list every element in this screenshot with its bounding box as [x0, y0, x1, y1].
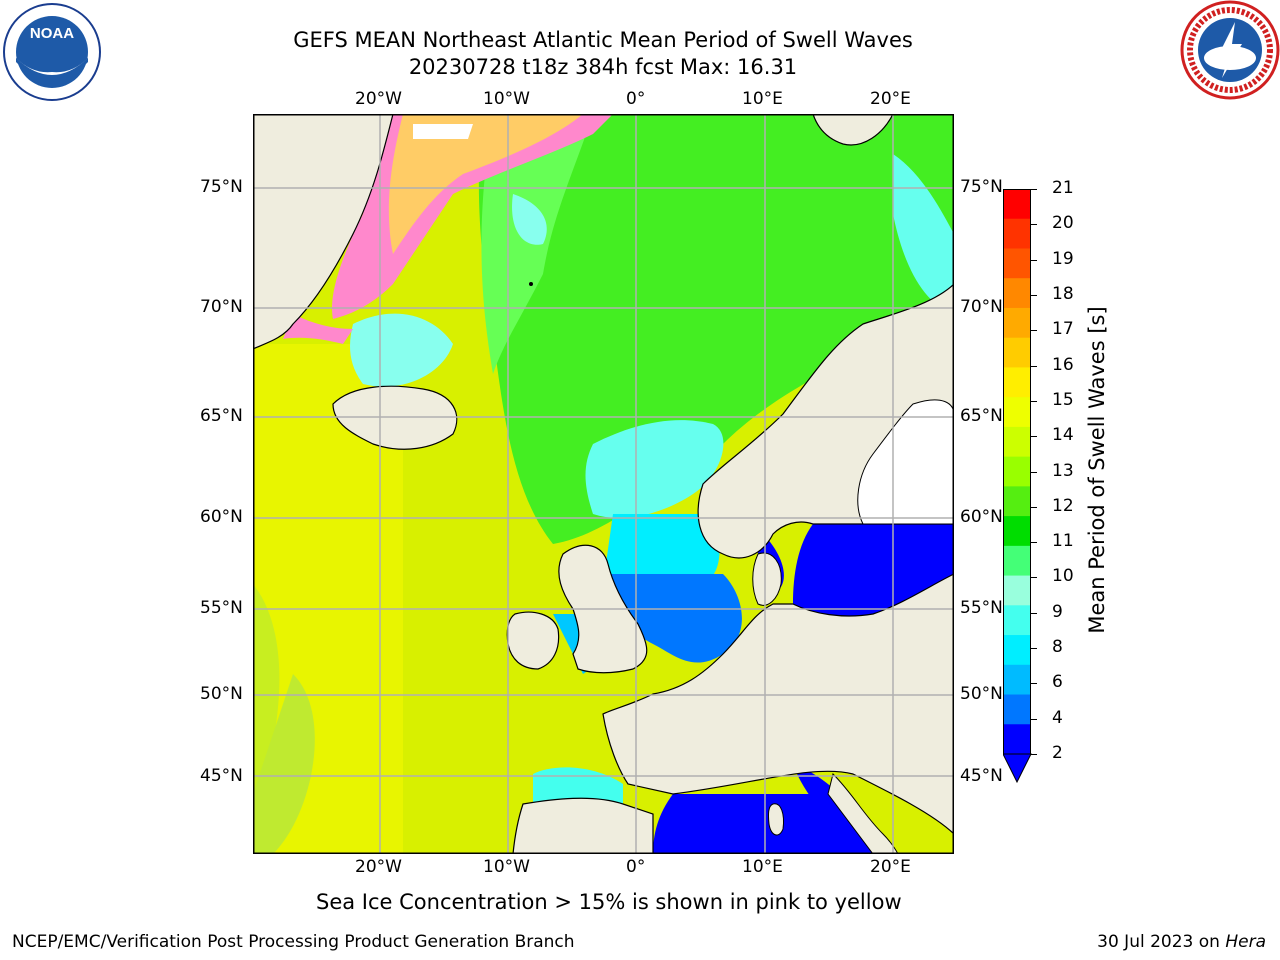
colorbar-tick-label: 2	[1052, 743, 1063, 763]
lat-label-left-75n: 75°N	[200, 177, 243, 197]
lon-label-bottom-20e: 20°E	[870, 857, 911, 877]
lon-label-bottom-10e: 10°E	[742, 857, 783, 877]
colorbar-outline	[1003, 189, 1031, 755]
colorbar-tick-label: 19	[1052, 248, 1074, 269]
colorbar-tick-mark	[1031, 506, 1037, 508]
colorbar-tick-label: 21	[1052, 178, 1074, 198]
colorbar-tick-label: 9	[1052, 601, 1063, 622]
lat-label-right-55n: 55°N	[960, 598, 1003, 618]
colorbar-segment	[1003, 664, 1031, 696]
colorbar-tick-mark	[1031, 683, 1037, 685]
lon-label-top-0: 0°	[626, 89, 646, 109]
colorbar-tick-mark	[1031, 189, 1037, 190]
noaa-logo: NOAA	[2, 2, 102, 102]
lon-label-top-10w: 10°W	[483, 89, 530, 109]
lon-label-bottom-0: 0°	[626, 857, 646, 877]
lat-label-left-70n: 70°N	[200, 297, 243, 317]
colorbar-tick-mark	[1031, 542, 1037, 544]
colorbar-tick-label: 13	[1052, 460, 1074, 481]
colorbar-tick-mark	[1031, 754, 1037, 755]
colorbar-segment	[1003, 337, 1031, 368]
colorbar-segment	[1003, 575, 1031, 606]
colorbar-segment	[1003, 456, 1031, 487]
colorbar-segment	[1003, 189, 1031, 220]
chart-title-line1: GEFS MEAN Northeast Atlantic Mean Period…	[293, 28, 913, 52]
colorbar-segment	[1003, 426, 1031, 458]
lat-label-right-50n: 50°N	[960, 684, 1003, 704]
colorbar-tick-mark	[1031, 294, 1037, 296]
colorbar-tick-label: 20	[1052, 213, 1074, 234]
colorbar-segment	[1003, 516, 1031, 547]
lat-label-left-45n: 45°N	[200, 766, 243, 786]
colorbar-segment	[1003, 218, 1031, 249]
colorbar-tick-label: 4	[1052, 707, 1063, 728]
colorbar-segment	[1003, 635, 1031, 666]
lat-label-left-55n: 55°N	[200, 598, 243, 618]
map-panel	[253, 114, 954, 854]
lat-label-right-75n: 75°N	[960, 177, 1003, 197]
colorbar-extend-arrow	[1003, 753, 1032, 784]
colorbar-tick-label: 16	[1052, 354, 1074, 375]
colorbar-tick-label: 10	[1052, 566, 1074, 587]
colorbar-tick-label: 18	[1052, 283, 1074, 304]
lon-label-top-10e: 10°E	[742, 89, 783, 109]
footer-date-text: 30 Jul 2023 on	[1097, 932, 1226, 952]
footer-host: Hera	[1225, 932, 1266, 952]
lat-label-left-50n: 50°N	[200, 684, 243, 704]
colorbar-tick-label: 17	[1052, 319, 1074, 340]
colorbar-tick-label: 12	[1052, 495, 1074, 516]
colorbar-tick-mark	[1031, 224, 1037, 226]
colorbar-segment	[1003, 397, 1031, 428]
lat-label-right-65n: 65°N	[960, 406, 1003, 426]
map-canvas	[253, 114, 954, 854]
colorbar-segment	[1003, 605, 1031, 636]
lon-label-bottom-20w: 20°W	[355, 857, 402, 877]
noaa-logo-text: NOAA	[30, 25, 74, 42]
sea-ice-note: Sea Ice Concentration > 15% is shown in …	[316, 890, 902, 914]
chart-title-line2: 20230728 t18z 384h fcst Max: 16.31	[408, 55, 798, 79]
colorbar-label: Mean Period of Swell Waves [s]	[1085, 306, 1109, 634]
nws-logo	[1180, 0, 1280, 100]
colorbar-tick-label: 6	[1052, 672, 1063, 693]
colorbar-tick-mark	[1031, 718, 1037, 720]
colorbar-segment	[1003, 724, 1031, 755]
colorbar-tick-mark	[1031, 436, 1037, 438]
colorbar-tick-label: 14	[1052, 425, 1074, 446]
colorbar-segment	[1003, 307, 1031, 339]
footer-branch: NCEP/EMC/Verification Post Processing Pr…	[12, 932, 575, 952]
colorbar-tick-mark	[1031, 471, 1037, 473]
colorbar-segment	[1003, 486, 1031, 517]
footer-date: 30 Jul 2023 on Hera	[1097, 932, 1266, 952]
colorbar-tick-label: 15	[1052, 389, 1074, 410]
lon-label-top-20w: 20°W	[355, 89, 402, 109]
colorbar-tick-mark	[1031, 259, 1037, 261]
colorbar-segment	[1003, 545, 1031, 577]
colorbar-tick-mark	[1031, 330, 1037, 332]
colorbar-tick-mark	[1031, 612, 1037, 614]
colorbar-tick-mark	[1031, 648, 1037, 650]
lon-label-bottom-10w: 10°W	[483, 857, 530, 877]
lat-label-right-60n: 60°N	[960, 507, 1003, 527]
colorbar-tick-label: 11	[1052, 531, 1074, 552]
colorbar-tick-mark	[1031, 400, 1037, 402]
colorbar-segment	[1003, 278, 1031, 309]
colorbar-tick-mark	[1031, 577, 1037, 579]
lon-label-top-20e: 20°E	[870, 89, 911, 109]
colorbar-segment	[1003, 367, 1031, 398]
lat-label-left-60n: 60°N	[200, 507, 243, 527]
colorbar-segment	[1003, 248, 1031, 279]
colorbar-segment	[1003, 694, 1031, 725]
lat-label-left-65n: 65°N	[200, 406, 243, 426]
lat-label-right-70n: 70°N	[960, 297, 1003, 317]
colorbar-tick-label: 8	[1052, 637, 1063, 658]
colorbar-tick-mark	[1031, 365, 1037, 367]
colorbar	[1003, 189, 1043, 784]
lat-label-right-45n: 45°N	[960, 766, 1003, 786]
